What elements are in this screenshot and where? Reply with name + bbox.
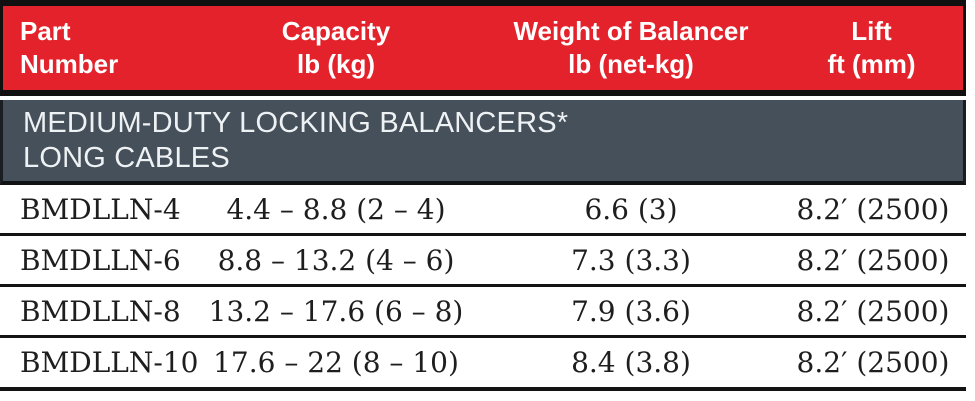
column-header-line: Part — [20, 16, 71, 46]
section-title-line: MEDIUM-DUTY LOCKING BALANCERS* — [23, 107, 569, 139]
column-header-weight: Weight of Balancer lb (net-kg) — [482, 15, 780, 81]
lift-cell: 8.2′ (2500) — [796, 294, 950, 328]
table-row: BMDLLN-4 4.4 – 8.8 (2 – 4) 6.6 (3) 8.2′ … — [0, 185, 966, 236]
part-number-cell: BMDLLN-10 — [20, 346, 199, 379]
capacity-cell: 17.6 – 22 (8 – 10) — [213, 346, 459, 379]
table-row: BMDLLN-6 8.8 – 13.2 (4 – 6) 7.3 (3.3) 8.… — [0, 236, 966, 287]
column-header-lift: Lift ft (mm) — [780, 15, 963, 81]
column-header-line: Lift — [851, 16, 892, 46]
capacity-cell: 13.2 – 17.6 (6 – 8) — [208, 294, 464, 328]
column-header-line: lb (kg) — [297, 49, 375, 79]
column-header-line: ft (mm) — [827, 49, 916, 79]
balancer-spec-table: Part Number Capacity lb (kg) Weight of B… — [0, 0, 966, 391]
column-header-line: Weight of Balancer — [513, 16, 749, 46]
header-section-gap — [0, 96, 966, 100]
weight-cell: 8.4 (3.8) — [571, 346, 691, 379]
weight-cell: 7.9 (3.6) — [571, 294, 691, 328]
column-header-line: Number — [20, 49, 119, 79]
table-header-row: Part Number Capacity lb (kg) Weight of B… — [0, 6, 966, 96]
lift-cell: 8.2′ (2500) — [796, 346, 950, 379]
part-number-cell: BMDLLN-4 — [20, 192, 181, 226]
column-header-line: Capacity — [281, 16, 391, 46]
column-header-capacity: Capacity lb (kg) — [190, 15, 482, 81]
weight-cell: 6.6 (3) — [584, 192, 678, 226]
part-number-cell: BMDLLN-6 — [20, 243, 181, 277]
lift-cell: 8.2′ (2500) — [796, 192, 950, 226]
section-header: MEDIUM-DUTY LOCKING BALANCERS* LONG CABL… — [0, 100, 966, 185]
table-row: BMDLLN-8 13.2 – 17.6 (6 – 8) 7.9 (3.6) 8… — [0, 287, 966, 338]
column-header-part-number: Part Number — [3, 15, 190, 81]
weight-cell: 7.3 (3.3) — [571, 243, 691, 277]
section-subtitle-line: LONG CABLES — [23, 142, 230, 174]
table-row: BMDLLN-10 17.6 – 22 (8 – 10) 8.4 (3.8) 8… — [0, 338, 966, 391]
capacity-cell: 4.4 – 8.8 (2 – 4) — [226, 192, 446, 226]
part-number-cell: BMDLLN-8 — [20, 294, 181, 328]
capacity-cell: 8.8 – 13.2 (4 – 6) — [217, 243, 455, 277]
table-top-rule — [0, 0, 966, 6]
column-header-line: lb (net-kg) — [568, 49, 694, 79]
table-body: BMDLLN-4 4.4 – 8.8 (2 – 4) 6.6 (3) 8.2′ … — [0, 185, 966, 391]
lift-cell: 8.2′ (2500) — [796, 243, 950, 277]
